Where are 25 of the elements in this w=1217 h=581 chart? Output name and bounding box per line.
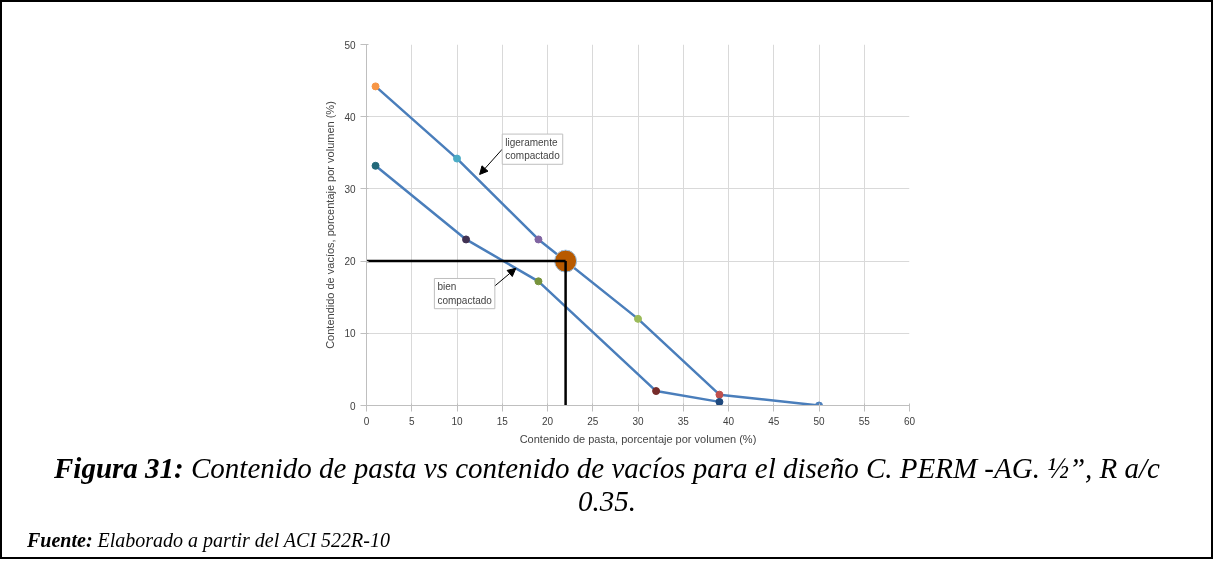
x-tick-label: 40 bbox=[722, 415, 735, 427]
x-tick-label: 10 bbox=[451, 415, 463, 427]
x-tick-label: 5 bbox=[408, 415, 415, 427]
y-tick-label: 20 bbox=[344, 256, 356, 268]
annotation: ligeramente compactado bbox=[505, 137, 561, 162]
text: Figura 31: Contenido de pasta vs contenido de vacíos para el diseño C. PERM -AG. ½”, R a/c 0.35. bbox=[53, 452, 1161, 519]
x-tick-label: 25 bbox=[587, 415, 599, 427]
y-axis-title: Contendido de vacíos, porcentaje por volumen (%) bbox=[324, 101, 337, 349]
x-tick-label: 20 bbox=[541, 415, 554, 427]
y-tick-label: 0 bbox=[349, 400, 356, 412]
x-tick-label: 30 bbox=[632, 415, 644, 427]
x-axis-title: Contenido de pasta, porcentaje por volumen (%) bbox=[519, 432, 757, 445]
x-tick-label: 0 bbox=[363, 415, 370, 427]
y-tick-label: 30 bbox=[344, 183, 356, 195]
x-tick-label: 45 bbox=[768, 415, 780, 427]
x-tick-label: 15 bbox=[496, 415, 509, 427]
y-tick-label: 50 bbox=[344, 39, 356, 51]
x-tick-label: 50 bbox=[813, 415, 825, 427]
annotation: bien compactado bbox=[437, 281, 493, 306]
source-note: Fuente: Elaborado a partir del ACI 522R-10 bbox=[27, 528, 390, 552]
y-tick-label: 10 bbox=[344, 328, 356, 340]
x-tick-label: 55 bbox=[858, 415, 871, 427]
x-tick-label: 60 bbox=[903, 415, 916, 427]
y-tick-label: 40 bbox=[344, 111, 356, 123]
x-tick-label: 35 bbox=[677, 415, 690, 427]
